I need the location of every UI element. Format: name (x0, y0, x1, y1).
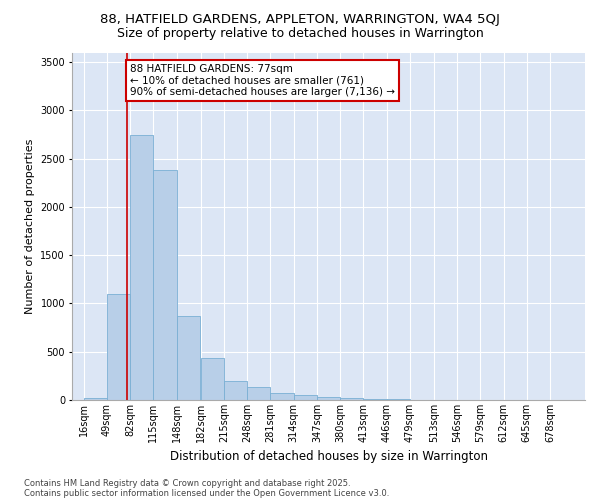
X-axis label: Distribution of detached houses by size in Warrington: Distribution of detached houses by size … (170, 450, 487, 464)
Bar (200, 358, 224, 400)
Text: Size of property relative to detached houses in Warrington: Size of property relative to detached ho… (116, 28, 484, 40)
Bar (247, 388, 271, 400)
Bar (364, 399, 386, 400)
Bar (340, 398, 364, 400)
Bar (176, 316, 200, 400)
Bar (293, 395, 317, 400)
Bar (271, 393, 293, 400)
Bar (83, 398, 107, 400)
Bar (224, 380, 247, 400)
Bar (130, 134, 154, 400)
Text: Contains HM Land Registry data © Crown copyright and database right 2025.: Contains HM Land Registry data © Crown c… (24, 478, 350, 488)
Bar (154, 170, 176, 400)
Text: Contains public sector information licensed under the Open Government Licence v3: Contains public sector information licen… (24, 488, 389, 498)
Y-axis label: Number of detached properties: Number of detached properties (25, 138, 35, 314)
Text: 88, HATFIELD GARDENS, APPLETON, WARRINGTON, WA4 5QJ: 88, HATFIELD GARDENS, APPLETON, WARRINGT… (100, 12, 500, 26)
Bar (317, 397, 340, 400)
Bar (107, 294, 130, 400)
Text: 88 HATFIELD GARDENS: 77sqm
← 10% of detached houses are smaller (761)
90% of sem: 88 HATFIELD GARDENS: 77sqm ← 10% of deta… (130, 64, 395, 98)
